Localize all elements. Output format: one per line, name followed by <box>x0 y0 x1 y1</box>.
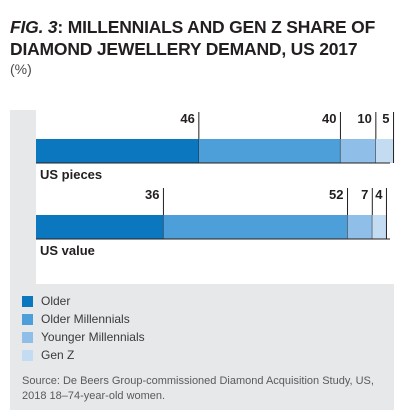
bar-us-pieces-older-millennials <box>198 139 341 163</box>
legend-label: Older Millennials <box>41 312 130 326</box>
legend-item: Gen Z <box>22 347 145 363</box>
category-label: US pieces <box>40 167 102 182</box>
legend-label: Older <box>41 294 71 308</box>
bar-us-pieces-gen-z <box>375 139 394 163</box>
source-note: Source: De Beers Group-commissioned Diam… <box>22 375 374 402</box>
legend-item: Younger Millennials <box>22 329 145 345</box>
legend-item: Older Millennials <box>22 311 145 327</box>
bar-us-pieces-younger-millennials <box>340 139 376 163</box>
legend: Older Older Millennials Younger Millennial… <box>22 293 145 365</box>
legend-label: Gen Z <box>41 348 75 362</box>
figure-label: FIG. 3 <box>10 17 58 37</box>
unit-label: (%) <box>10 61 32 77</box>
data-label: 4 <box>375 187 383 202</box>
legend-swatch <box>22 313 33 325</box>
data-label: 5 <box>382 111 389 126</box>
data-label: 52 <box>329 187 343 202</box>
bar-us-value-gen-z <box>372 215 387 239</box>
legend-item: Older <box>22 293 145 309</box>
legend-swatch <box>22 331 33 343</box>
legend-swatch <box>22 295 33 307</box>
bar-us-pieces-older <box>36 139 199 163</box>
data-label: 40 <box>322 111 336 126</box>
bar-us-value-younger-millennials <box>347 215 373 239</box>
category-label: US value <box>40 243 95 258</box>
chart-title: FIG. 3: MILLENNIALS AND GEN Z SHARE OF D… <box>10 16 394 60</box>
title-text: : MILLENNIALS AND GEN Z SHARE OF DIAMOND… <box>10 17 376 59</box>
bar-us-value-older <box>36 215 164 239</box>
title-block: FIG. 3: MILLENNIALS AND GEN Z SHARE OF D… <box>10 16 394 78</box>
data-label: 10 <box>357 111 371 126</box>
legend-swatch <box>22 349 33 361</box>
legend-label: Younger Millennials <box>41 330 145 344</box>
data-label: 36 <box>145 187 159 202</box>
data-label: 46 <box>180 111 194 126</box>
bar-us-value-older-millennials <box>163 215 348 239</box>
data-label: 7 <box>361 187 368 202</box>
